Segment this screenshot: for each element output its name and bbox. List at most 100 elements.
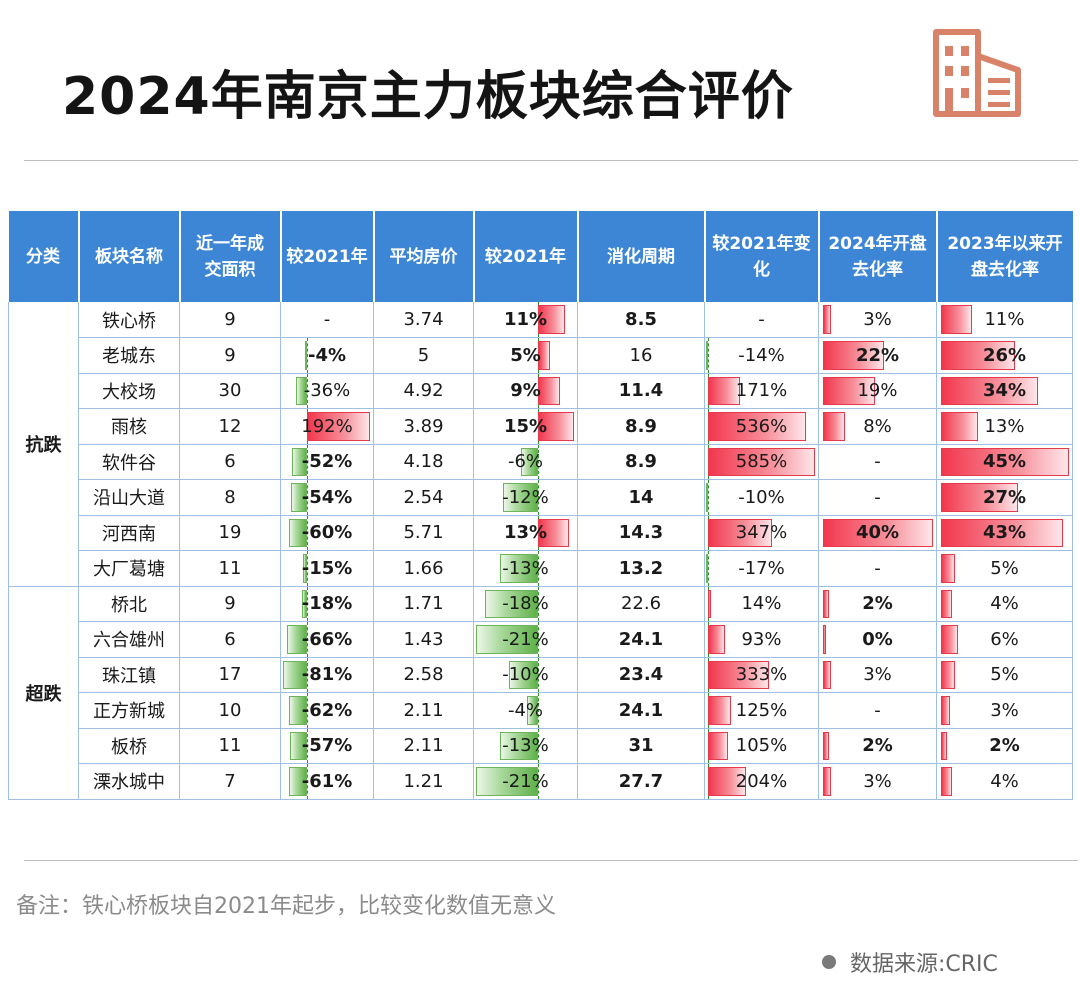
- zero-axis: [708, 551, 710, 586]
- cell-price: 4.18: [373, 444, 474, 480]
- cell-value: 8%: [863, 415, 892, 437]
- cell-cycle-chg: -14%: [704, 337, 819, 374]
- cell-value: -60%: [301, 522, 353, 544]
- cell-value: 13%: [984, 415, 1025, 437]
- data-table: 分类 板块名称 近一年成 交面积 较2021年 平均房价 较2021年 消化周期 较2021年…: [8, 211, 1073, 800]
- cell-area-chg: -54%: [280, 479, 374, 516]
- cell-value: -57%: [301, 735, 353, 757]
- cell-area: 9: [179, 302, 281, 338]
- cell-price-chg: -6%: [473, 444, 578, 480]
- category-cell: 超跌: [8, 586, 79, 800]
- cell-value: 1.71: [403, 593, 444, 615]
- cell-cycle-chg: -17%: [704, 550, 819, 587]
- cell-area: 12: [179, 408, 281, 445]
- cell-value: -: [874, 699, 881, 721]
- zero-axis: [307, 480, 309, 515]
- cell-value: 4%: [990, 593, 1019, 615]
- cell-price-chg: 5%: [473, 337, 578, 374]
- cell-name: 大校场: [78, 373, 180, 409]
- cell-rate2023: 5%: [936, 550, 1073, 587]
- cell-value: 10: [218, 699, 242, 721]
- cell-value: 93%: [741, 628, 782, 650]
- cell-value: -: [874, 486, 881, 508]
- cell-value: -: [323, 309, 331, 330]
- column-header: 2024年开盘 去化率: [818, 211, 938, 302]
- zero-axis: [307, 373, 309, 408]
- column-header: 板块名称: [78, 211, 181, 302]
- data-bar: [305, 341, 308, 370]
- zero-axis: [708, 480, 710, 515]
- cell-rate2023: 3%: [936, 692, 1073, 729]
- column-header: 2023年以来开 盘去化率: [936, 211, 1073, 302]
- data-bar: [941, 376, 1038, 405]
- cell-value: 17: [218, 664, 242, 686]
- cell-value: 1.21: [403, 770, 444, 792]
- data-bar: [941, 518, 1064, 547]
- data-bar: [941, 767, 953, 796]
- cell-price-chg: -18%: [473, 586, 578, 622]
- table-row: 大校场 30 -36% 4.92 9% 11.4 171% 19% 34%: [9, 373, 1073, 409]
- cell-value: 11%: [984, 309, 1025, 330]
- cell-cycle: 22.6: [577, 586, 705, 622]
- data-bar: [823, 660, 832, 689]
- cell-area: 7: [179, 763, 281, 800]
- data-bar: [941, 589, 953, 618]
- cell-value: 大厂葛塘: [93, 559, 165, 581]
- cell-cycle: 11.4: [577, 373, 705, 409]
- data-bar: [941, 447, 1069, 476]
- cell-cycle: 8.5: [577, 302, 705, 338]
- data-source-text: 数据来源:CRIC: [850, 952, 998, 977]
- zero-axis: [307, 728, 309, 763]
- cell-value: -18%: [502, 593, 549, 615]
- cell-value: 19: [218, 522, 242, 544]
- cell-rate2024: 2%: [818, 728, 937, 764]
- cell-value: 125%: [735, 699, 788, 721]
- data-bar: [941, 625, 959, 654]
- cell-rate2024: -: [818, 444, 937, 480]
- cell-rate2023: 13%: [936, 408, 1073, 445]
- cell-value: 34%: [982, 380, 1027, 402]
- cell-value: 老城东: [102, 346, 156, 368]
- building-icon: [933, 29, 1021, 117]
- cell-area: 9: [179, 586, 281, 622]
- data-bar: [706, 341, 709, 370]
- cell-area: 10: [179, 692, 281, 729]
- cell-name: 铁心桥: [78, 302, 180, 338]
- cell-cycle-chg: -: [704, 302, 819, 338]
- data-source: 数据来源:CRIC: [822, 946, 998, 978]
- zero-axis: [538, 586, 540, 621]
- data-bar: [823, 341, 884, 370]
- zero-axis: [538, 764, 540, 799]
- cell-value: 333%: [735, 664, 788, 686]
- cell-value: 河西南: [102, 523, 156, 545]
- cell-value: -: [874, 451, 881, 473]
- cell-area-chg: -52%: [280, 444, 374, 480]
- cell-value: 14.3: [618, 522, 664, 544]
- cell-area-chg: -60%: [280, 515, 374, 551]
- cell-value: 雨核: [111, 417, 147, 439]
- page-title: 2024年南京主力板块综合评价: [62, 67, 794, 127]
- cell-value: 536%: [735, 415, 788, 437]
- data-bar: [706, 554, 709, 583]
- cell-value: 3.89: [403, 415, 444, 437]
- cell-name: 正方新城: [78, 692, 180, 729]
- zero-axis: [307, 515, 309, 550]
- data-bar: [301, 589, 308, 618]
- cell-rate2023: 2%: [936, 728, 1073, 764]
- cell-cycle-chg: 585%: [704, 444, 819, 480]
- data-bar: [291, 483, 308, 512]
- cell-price: 2.54: [373, 479, 474, 516]
- table-row: 老城东 9 -4% 5 5% 16 -14% 22% 26%: [9, 337, 1073, 374]
- cell-value: 沿山大道: [93, 488, 165, 510]
- cell-value: -10%: [738, 486, 785, 508]
- cell-value: 22%: [855, 344, 900, 366]
- cell-name: 大厂葛塘: [78, 550, 180, 587]
- cell-value: 0%: [862, 628, 893, 650]
- cell-price: 3.74: [373, 302, 474, 338]
- cell-price: 1.71: [373, 586, 474, 622]
- cell-value: -36%: [303, 380, 351, 402]
- cell-cycle: 31: [577, 728, 705, 764]
- data-bar: [708, 731, 728, 760]
- cell-value: -18%: [301, 593, 353, 615]
- cell-value: -13%: [502, 735, 549, 757]
